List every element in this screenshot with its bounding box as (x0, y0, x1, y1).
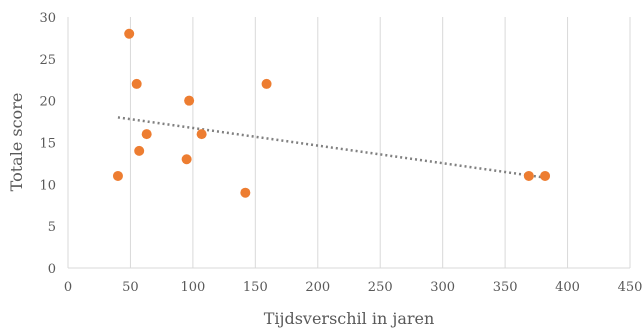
x-axis-title: Tijdsverschil in jaren (264, 309, 435, 328)
data-point (124, 28, 135, 39)
data-point (240, 187, 251, 198)
trendline (117, 116, 546, 179)
y-tick-labels: 0 5 10 15 20 25 30 (39, 11, 56, 277)
data-point (196, 129, 207, 140)
x-tick-label: 250 (368, 280, 393, 295)
y-tick-label: 5 (48, 220, 56, 235)
y-tick-label: 30 (39, 11, 56, 26)
x-tick-label: 300 (430, 280, 455, 295)
data-point (261, 78, 272, 89)
trendline-group (117, 116, 546, 179)
x-tick-label: 200 (305, 280, 330, 295)
data-point (540, 170, 551, 181)
y-tick-label: 20 (39, 95, 56, 110)
data-point (112, 170, 123, 181)
data-point (523, 170, 534, 181)
y-tick-label: 10 (39, 178, 56, 193)
data-point (131, 78, 142, 89)
data-point (184, 95, 195, 106)
data-point (141, 129, 152, 140)
y-tick-label: 0 (48, 262, 56, 277)
data-points (112, 28, 551, 198)
y-tick-label: 25 (39, 53, 56, 68)
x-tick-label: 400 (555, 280, 580, 295)
x-tick-label: 50 (122, 280, 139, 295)
x-tick-label: 350 (493, 280, 518, 295)
y-axis-title: Totale score (7, 93, 26, 192)
x-tick-labels: 0 50 100 150 200 250 300 350 400 450 (64, 280, 643, 295)
x-tick-label: 100 (180, 280, 205, 295)
y-tick-label: 15 (39, 137, 56, 152)
x-tick-label: 150 (243, 280, 268, 295)
data-point (134, 145, 145, 156)
x-tick-label: 450 (618, 280, 643, 295)
data-point (181, 154, 192, 165)
x-tick-label: 0 (64, 280, 72, 295)
gridlines (67, 17, 631, 269)
